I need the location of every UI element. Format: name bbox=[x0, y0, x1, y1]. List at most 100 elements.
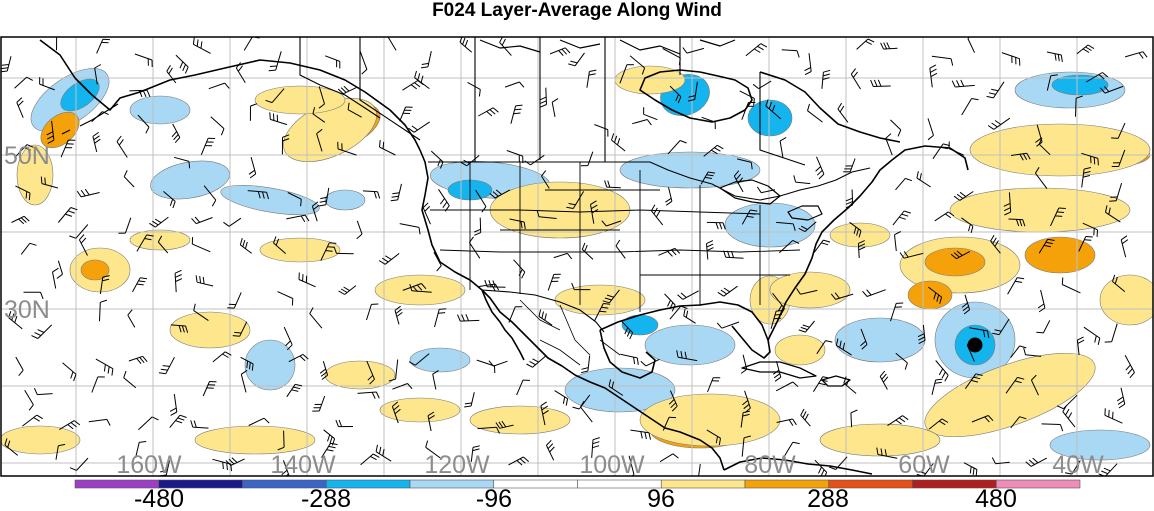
wind-barb bbox=[586, 69, 597, 88]
mexico-states bbox=[519, 299, 621, 366]
wind-barb bbox=[591, 437, 600, 458]
contour-region bbox=[724, 202, 816, 248]
wind-barb bbox=[208, 82, 230, 90]
hurricane-center-dot bbox=[967, 337, 983, 353]
wind-barb bbox=[425, 440, 441, 459]
wind-barb bbox=[669, 305, 688, 320]
wind-barb bbox=[239, 238, 252, 254]
wind-barb bbox=[554, 390, 569, 406]
wind-barb bbox=[601, 220, 622, 227]
wind-barb bbox=[667, 140, 687, 155]
wind-barb bbox=[46, 120, 55, 144]
wind-barb bbox=[132, 277, 148, 293]
wind-barb bbox=[541, 170, 550, 189]
wind-barb bbox=[62, 362, 77, 382]
wind-barb bbox=[247, 190, 269, 200]
contour-region bbox=[16, 144, 54, 206]
wind-barb bbox=[1008, 218, 1026, 227]
wind-barb bbox=[312, 107, 326, 123]
wind-barb bbox=[91, 111, 109, 123]
wind-barb bbox=[640, 358, 660, 367]
wind-barb bbox=[69, 224, 89, 239]
wind-barb bbox=[829, 456, 848, 470]
wind-barb bbox=[551, 98, 559, 117]
wind-barb bbox=[1041, 423, 1064, 432]
wind-barb bbox=[779, 136, 787, 159]
wind-barb bbox=[269, 112, 288, 126]
colorbar-label-480: 480 bbox=[975, 485, 1017, 511]
wind-barb bbox=[392, 383, 413, 390]
contour-region bbox=[819, 423, 941, 457]
wind-barb bbox=[366, 303, 379, 321]
wind-barb bbox=[580, 151, 594, 167]
wind-barb bbox=[430, 150, 444, 169]
wind-barb bbox=[157, 235, 169, 254]
wind-barb bbox=[235, 62, 246, 83]
wind-barb bbox=[717, 285, 738, 297]
wind-barb bbox=[929, 64, 938, 88]
wind-barb bbox=[971, 415, 994, 423]
wind-barb bbox=[287, 192, 302, 207]
wind-barb bbox=[57, 207, 78, 223]
wind-barb bbox=[474, 217, 482, 236]
wind-barb bbox=[703, 144, 724, 157]
wind-barb bbox=[1038, 137, 1051, 156]
wind-barb bbox=[800, 408, 811, 427]
wind-barb bbox=[700, 171, 716, 185]
lon-label-40w: 40W bbox=[1052, 451, 1104, 479]
wind-barb bbox=[845, 189, 854, 209]
wind-barb bbox=[934, 211, 955, 222]
wind-barb bbox=[1075, 95, 1083, 117]
wind-barb bbox=[399, 106, 413, 122]
wind-barb bbox=[1078, 236, 1093, 252]
wind-barb bbox=[566, 191, 585, 209]
wind-barb bbox=[510, 104, 523, 124]
wind-barb bbox=[890, 302, 904, 322]
wind-barb bbox=[571, 282, 591, 291]
wind-barb bbox=[990, 234, 1001, 254]
wind-barb bbox=[379, 140, 396, 156]
wind-barb bbox=[632, 119, 652, 126]
wind-barb bbox=[232, 321, 248, 337]
wind-barb bbox=[240, 356, 254, 371]
wind-barb bbox=[539, 87, 547, 108]
chart-title: F024 Layer-Average Along Wind bbox=[432, 0, 722, 21]
wind-barb bbox=[434, 308, 447, 328]
wind-barb bbox=[775, 381, 799, 392]
wind-barb bbox=[96, 38, 110, 54]
wind-barb bbox=[337, 141, 357, 156]
wind-barb bbox=[94, 64, 102, 85]
wind-barb bbox=[813, 239, 831, 253]
wind-barb bbox=[961, 217, 974, 234]
wind-barb bbox=[39, 77, 55, 91]
wind-barb bbox=[16, 97, 24, 118]
wind-barb bbox=[391, 401, 401, 424]
wind-barb bbox=[538, 309, 553, 326]
contour-region bbox=[220, 185, 320, 215]
wind-barb bbox=[335, 419, 354, 428]
wind-barb bbox=[668, 390, 678, 412]
wind-barb bbox=[1050, 207, 1066, 227]
lat-labels: 50N 30N bbox=[4, 142, 50, 324]
wind-barb bbox=[1109, 182, 1123, 202]
wind-barb bbox=[128, 355, 148, 365]
contour-region bbox=[324, 189, 366, 211]
wind-barb bbox=[478, 107, 499, 117]
wind-barb bbox=[268, 51, 282, 72]
wind-barb bbox=[796, 288, 818, 295]
contour-region bbox=[129, 95, 191, 125]
wind-barb bbox=[1104, 323, 1118, 343]
wind-barb bbox=[830, 292, 854, 300]
wind-barb bbox=[895, 352, 908, 370]
wind-barb bbox=[1120, 235, 1129, 258]
wind-barb bbox=[286, 383, 303, 398]
wind-barb bbox=[798, 320, 815, 333]
contour-region bbox=[259, 237, 341, 263]
wind-barb bbox=[513, 259, 526, 279]
contour-region bbox=[644, 324, 736, 366]
wind-barb bbox=[540, 401, 549, 426]
wind-barb bbox=[95, 358, 114, 376]
contour-region bbox=[639, 393, 781, 447]
wind-barb bbox=[508, 456, 530, 466]
wind-barb bbox=[277, 291, 294, 306]
